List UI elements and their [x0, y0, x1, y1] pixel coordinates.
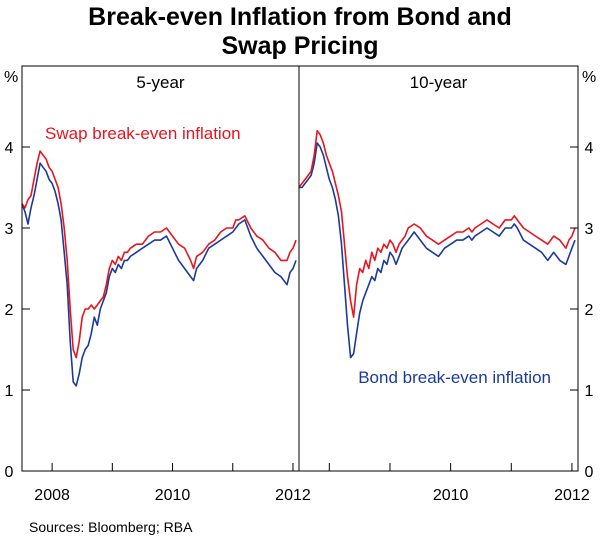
- y-tick-label-left: 2: [5, 302, 14, 319]
- swap-line-panel-0: [21, 150, 297, 359]
- bond-line-panel-0: [21, 162, 297, 387]
- y-tick-label-right: 4: [585, 140, 594, 157]
- y-tick-label-left: 0: [5, 464, 14, 481]
- plot-area: 5-year Swap break-even inflation 10-year Bo…: [21, 73, 576, 387]
- x-tick-label: 2012: [275, 487, 311, 504]
- swap-line-panel-1: [298, 130, 576, 318]
- chart-title-line-1: Break-even Inflation from Bond and: [88, 3, 512, 31]
- plot-frame: [21, 65, 579, 472]
- y-tick-label-right: 1: [585, 383, 594, 400]
- y-tick-label-right: 2: [585, 302, 594, 319]
- chart-title-line-2: Swap Pricing: [222, 32, 379, 60]
- y-tick-label-right: 0: [585, 464, 594, 481]
- axes: 2008 2010 2012 2010 2012 0 0 1 1 2 2 3 3 4 4: [5, 140, 594, 504]
- swap-series-label: Swap break-even inflation: [45, 124, 241, 143]
- bond-line-panel-1: [299, 142, 576, 359]
- y-axis-unit-left: %: [4, 69, 18, 86]
- x-tick-label: 2010: [433, 487, 469, 504]
- y-tick-label-left: 1: [5, 383, 14, 400]
- bond-series-label: Bond break-even inflation: [358, 368, 551, 387]
- y-tick-label-right: 3: [585, 221, 594, 238]
- source-note: Sources: Bloomberg; RBA: [29, 519, 193, 535]
- y-tick-label-left: 4: [5, 140, 14, 157]
- panel-title-1: 10-year: [410, 73, 468, 92]
- x-tick-label: 2008: [34, 487, 70, 504]
- x-tick-label: 2010: [155, 487, 191, 504]
- y-axis-unit-right: %: [582, 69, 596, 86]
- panel-title-0: 5-year: [136, 73, 185, 92]
- y-tick-label-left: 3: [5, 221, 14, 238]
- x-tick-label: 2012: [554, 487, 590, 504]
